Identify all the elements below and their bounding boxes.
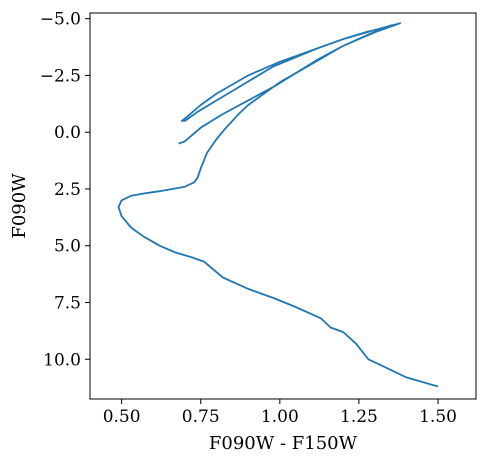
x-axis-label: F090W - F150W xyxy=(209,433,358,454)
y-tick-label: −2.5 xyxy=(40,66,81,86)
y-tick-label: −5.0 xyxy=(40,10,81,30)
y-tick-label: 7.5 xyxy=(54,294,81,314)
x-tick-label: 0.75 xyxy=(182,407,220,427)
x-tick-label: 1.50 xyxy=(419,407,457,427)
y-tick-label: 2.5 xyxy=(54,180,81,200)
y-tick-label: 5.0 xyxy=(54,237,81,257)
x-ticks: 0.50 0.75 1.00 1.25 1.50 xyxy=(103,399,457,427)
x-tick-label: 1.00 xyxy=(261,407,299,427)
y-tick-label: 10.0 xyxy=(43,350,81,370)
y-tick-label: 0.0 xyxy=(54,123,81,143)
plot-frame xyxy=(89,12,477,400)
x-tick-label: 0.50 xyxy=(103,407,141,427)
series-line xyxy=(117,22,439,388)
y-axis-label: F090W xyxy=(9,173,30,239)
y-ticks: −5.0 −2.5 0.0 2.5 5.0 7.5 10.0 xyxy=(40,10,90,370)
x-tick-label: 1.25 xyxy=(340,407,378,427)
